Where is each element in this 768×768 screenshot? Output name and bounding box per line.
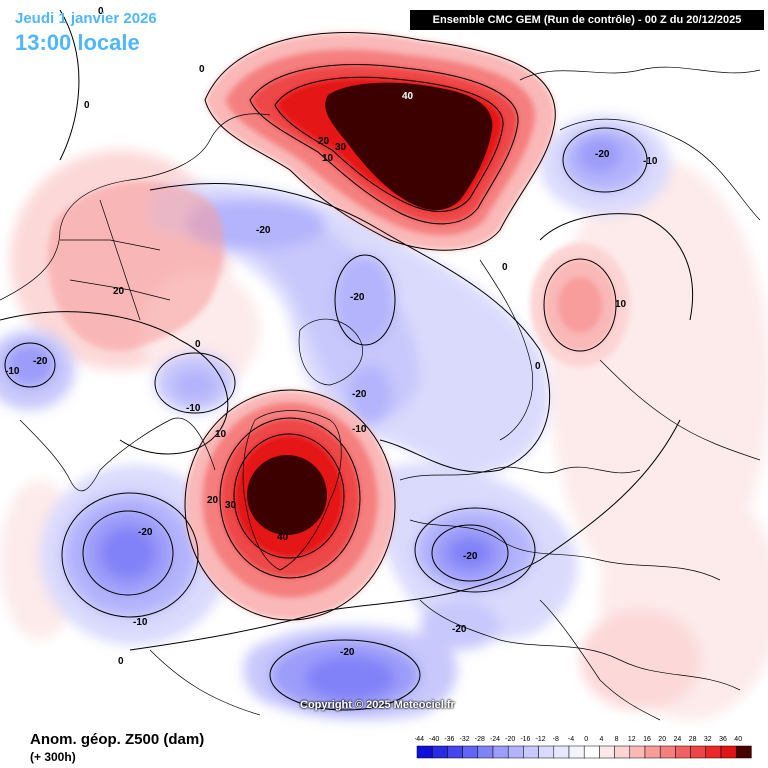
greenland-high-core (247, 455, 327, 535)
legend-swatch (492, 745, 509, 759)
legend-tick-label: -16 (520, 736, 530, 743)
positive-anomalies (47, 32, 630, 620)
legend-swatch (735, 745, 752, 759)
legend-tick-label: 16 (643, 736, 651, 743)
legend-swatch (477, 745, 494, 759)
legend-tick-label: 24 (674, 736, 682, 743)
legend-swatches (416, 745, 752, 759)
label-greenland-10: 10 (215, 429, 227, 440)
legend-swatch (675, 745, 691, 759)
label-hudson-neg10: -10 (186, 403, 201, 414)
legend-swatch (614, 745, 631, 759)
legend-tick-label: -24 (490, 736, 500, 743)
legend-tick-label: 20 (658, 736, 666, 743)
legend-swatch (568, 745, 585, 759)
model-run-header: Ensemble CMC GEM (Run de contrôle) - 00 … (410, 10, 764, 30)
label-band-neg20: -20 (340, 647, 355, 658)
legend-swatch (644, 745, 661, 759)
label-zero-2: 0 (84, 100, 90, 111)
legend-swatch (629, 745, 646, 759)
legend-swatch (523, 745, 539, 759)
legend-tick-label: -12 (536, 736, 546, 743)
label-zero-4: 0 (535, 361, 541, 372)
label-arctic2-neg20: -20 (350, 292, 365, 303)
label-alaska-30: 30 (335, 142, 347, 153)
variable-title: Anom. géop. Z500 (dam) (30, 731, 205, 748)
label-asia-neg20: -20 (595, 149, 610, 160)
legend-tick-label: 40 (734, 736, 742, 743)
legend-swatch (659, 745, 676, 759)
legend-tick-label: -36 (444, 736, 454, 743)
legend-swatch (583, 745, 600, 759)
legend-tick-label: -4 (568, 736, 574, 743)
label-south-neg20: -20 (452, 624, 467, 635)
coastlines (0, 66, 761, 721)
label-alaska-10: 10 (322, 153, 334, 164)
legend-tick-label: -40 (429, 736, 439, 743)
legend-tick-label: -44 (415, 736, 424, 743)
legend-tick-label: -28 (475, 736, 485, 743)
legend-swatch (507, 745, 524, 759)
label-alaska-40: 40 (402, 91, 414, 102)
color-legend: -44-40-36-32-28-24-20-16-12-8-4048121620… (415, 736, 752, 759)
legend-swatch (705, 745, 722, 759)
legend-tick-label: 12 (628, 736, 636, 743)
label-greenland-30: 30 (225, 500, 237, 511)
label-america-20: 20 (113, 286, 125, 297)
label-atlantic-neg20: -20 (138, 527, 153, 538)
forecast-time: 13:00 locale (15, 30, 140, 55)
legend-swatch (599, 745, 615, 759)
legend-tick-label: 8 (615, 736, 619, 743)
label-west-neg20: -20 (33, 356, 48, 367)
label-west-neg10: -10 (5, 366, 20, 377)
legend-swatch (690, 745, 707, 759)
lead-time: (+ 300h) (30, 750, 76, 764)
legend-swatch (538, 745, 555, 759)
legend-tick-label: 28 (689, 736, 697, 743)
label-zero-7: 0 (98, 6, 104, 17)
label-zero-1: 0 (199, 64, 205, 75)
label-siberia-10: 10 (615, 299, 627, 310)
legend-swatch (720, 745, 737, 759)
legend-tick-label: 0 (584, 736, 588, 743)
label-europe-neg20: -20 (463, 551, 478, 562)
alaska-high-core (325, 82, 493, 211)
copyright: Copyright © 2025 Meteociel.fr (300, 699, 455, 711)
legend-swatch (447, 745, 463, 759)
label-zero-3: 0 (502, 262, 508, 273)
legend-swatch (462, 745, 479, 759)
forecast-date: Jeudi 1 janvier 2026 (15, 10, 157, 27)
legend-swatch (553, 745, 570, 759)
contour-labels: 40 20 30 10 40 20 30 10 10 20 -20 -10 -2… (5, 6, 658, 667)
legend-swatch (431, 745, 448, 759)
legend-tick-label: -8 (553, 736, 559, 743)
label-atlantic-neg10: -10 (133, 617, 148, 628)
label-arctic-neg10: -10 (352, 424, 367, 435)
label-asia-neg10: -10 (643, 156, 658, 167)
label-alaska-20: 20 (318, 136, 330, 147)
label-greenland-40: 40 (277, 532, 289, 543)
label-zero-6: 0 (118, 656, 124, 667)
contour-lines (0, 9, 694, 711)
legend-tick-label: -20 (505, 736, 515, 743)
legend-swatch (416, 745, 433, 759)
legend-tick-label: 36 (719, 736, 727, 743)
legend-tick-label: 4 (599, 736, 603, 743)
label-arctic3-neg20: -20 (352, 389, 367, 400)
label-zero-5: 0 (195, 339, 201, 350)
label-greenland-20: 20 (207, 495, 219, 506)
label-arctic-neg20: -20 (256, 225, 271, 236)
legend-tick-label: -32 (460, 736, 470, 743)
legend-ticks: -44-40-36-32-28-24-20-16-12-8-4048121620… (415, 736, 742, 743)
legend-tick-label: 32 (704, 736, 712, 743)
